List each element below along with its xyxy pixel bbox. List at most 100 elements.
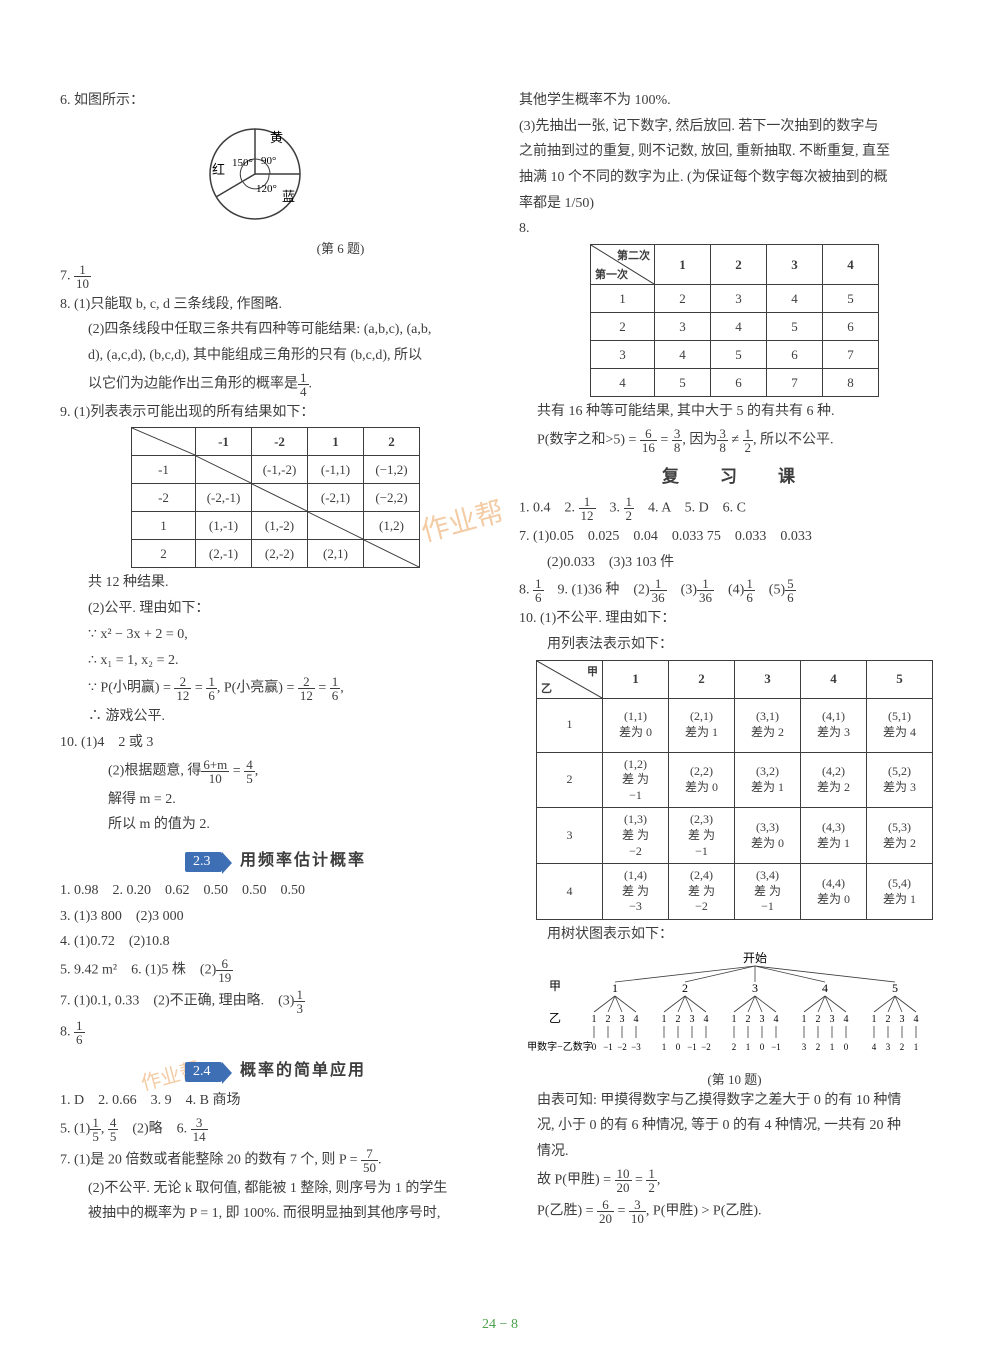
svg-text:150°: 150°	[232, 157, 253, 169]
svg-text:1: 1	[913, 1042, 918, 1052]
pie-label-yellow: 黄	[270, 130, 283, 145]
q9g: ∴ 游戏公平.	[60, 706, 491, 728]
svg-text:0: 0	[759, 1042, 764, 1052]
svg-text:−1: −1	[603, 1042, 613, 1052]
s23-7: 7. (1)0.1, 0.33 (2)不正确, 理由略. (3)13	[60, 988, 491, 1015]
table-q9: -1-212-1(-1,-2)(-1,1)(−1,2)-2(-2,-1)(-2,…	[131, 427, 420, 568]
tree-caption: (第 10 题)	[519, 1069, 950, 1088]
q9d: ∵ x² − 3x + 2 = 0,	[60, 624, 491, 646]
svg-text:4: 4	[843, 1014, 848, 1025]
q9f: ∵ P(小明赢) = 212 = 16, P(小亮赢) = 212 = 16,	[60, 675, 491, 702]
table-r10: 甲乙123451(1,1)差为 0(2,1)差为 1(3,1)差为 2(4,1)…	[536, 660, 933, 920]
section-title: 概率的简单应用	[240, 1056, 366, 1080]
svg-text:1: 1	[871, 1014, 876, 1025]
q6-text: 6. 如图所示：	[60, 90, 491, 112]
q9b: 共 12 种结果.	[60, 572, 491, 594]
left-column: 6. 如图所示： 黄 红 蓝 90° 150° 120° (第 6 题) 7. …	[60, 90, 491, 1229]
svg-text:120°: 120°	[256, 183, 277, 195]
pie-chart: 黄 红 蓝 90° 150° 120° (第 6 题)	[190, 116, 491, 257]
svg-text:0: 0	[843, 1042, 848, 1052]
svg-text:2: 2	[675, 1014, 680, 1025]
r-top1: 其他学生概率不为 100%.	[519, 90, 950, 112]
svg-text:3: 3	[829, 1014, 834, 1025]
r10h: P(乙胜) = 620 = 310, P(甲胜) > P(乙胜).	[519, 1198, 950, 1225]
page-number: 24 − 8	[482, 1317, 518, 1333]
r-top2: (3)先抽出一张, 记下数字, 然后放回. 若下一次抽到的数字与	[519, 116, 950, 138]
q8-2c: 以它们为边能作出三角形的概率是14.	[60, 371, 491, 398]
svg-text:−1: −1	[771, 1042, 781, 1052]
svg-text:5: 5	[892, 981, 898, 995]
review-header: 复 习 课	[519, 462, 950, 487]
rv7: 7. (1)0.05 0.025 0.04 0.033 75 0.033 0.0…	[519, 526, 950, 548]
svg-text:−2: −2	[701, 1042, 711, 1052]
svg-text:−3: −3	[631, 1042, 641, 1052]
svg-text:4: 4	[773, 1014, 778, 1025]
svg-text:3: 3	[899, 1014, 904, 1025]
rv7b: (2)0.033 (3)3 103 件	[519, 552, 950, 574]
r-top5: 率都是 1/50)	[519, 193, 950, 215]
s24-7: 7. (1)是 20 倍数或者能整除 20 的数有 7 个, 则 P = 750…	[60, 1147, 491, 1174]
svg-text:3: 3	[619, 1014, 624, 1025]
r-top3: 之前抽到过的重复, 则不记数, 放回, 重新抽取. 不断重复, 直至	[519, 141, 950, 163]
s24-7c: 被抽中的概率为 P = 1, 即 100%. 而很明显抽到其他序号时,	[60, 1203, 491, 1225]
svg-text:2: 2	[605, 1014, 610, 1025]
svg-text:3: 3	[885, 1042, 890, 1052]
svg-text:90°: 90°	[261, 155, 276, 167]
s24-5: 5. (1)15, 45 (2)略 6. 314	[60, 1116, 491, 1143]
r10a: 10. (1)不公平. 理由如下：	[519, 608, 950, 630]
svg-text:开始: 开始	[742, 952, 766, 965]
svg-text:2: 2	[899, 1042, 904, 1052]
svg-text:2: 2	[885, 1014, 890, 1025]
two-column-layout: 6. 如图所示： 黄 红 蓝 90° 150° 120° (第 6 题) 7. …	[60, 90, 950, 1229]
svg-text:1: 1	[745, 1042, 750, 1052]
r10c: 用树状图表示如下：	[519, 924, 950, 946]
svg-text:3: 3	[689, 1014, 694, 1025]
svg-text:2: 2	[815, 1014, 820, 1025]
s24-1: 1. D 2. 0.66 3. 9 4. B 商场	[60, 1090, 491, 1112]
section-badge: 2.4	[185, 1062, 223, 1082]
svg-text:1: 1	[661, 1042, 666, 1052]
svg-text:0: 0	[591, 1042, 596, 1052]
pie-svg: 黄 红 蓝 90° 150° 120°	[190, 116, 320, 236]
pie-label-blue: 蓝	[282, 189, 295, 204]
svg-text:2: 2	[745, 1014, 750, 1025]
s23-1: 1. 0.98 2. 0.20 0.62 0.50 0.50 0.50	[60, 880, 491, 902]
svg-text:甲数字−乙数字: 甲数字−乙数字	[527, 1040, 593, 1053]
svg-text:4: 4	[871, 1042, 876, 1052]
svg-text:3: 3	[801, 1042, 806, 1052]
svg-text:4: 4	[703, 1014, 708, 1025]
section-title: 用频率估计概率	[240, 846, 366, 870]
s23-5: 5. 9.42 m² 6. (1)5 株 (2)619	[60, 957, 491, 984]
q8-1: 8. (1)只能取 b, c, d 三条线段, 作图略.	[60, 294, 491, 316]
q10a: 10. (1)4 2 或 3	[60, 732, 491, 754]
svg-text:−1: −1	[687, 1042, 697, 1052]
q9-1: 9. (1)列表表示可能出现的所有结果如下：	[60, 402, 491, 424]
svg-text:1: 1	[591, 1014, 596, 1025]
section-2-4-header: 2.4 概率的简单应用	[60, 1056, 491, 1082]
svg-text:3: 3	[759, 1014, 764, 1025]
r8: 8.	[519, 218, 950, 240]
svg-text:4: 4	[633, 1014, 638, 1025]
svg-text:4: 4	[913, 1014, 918, 1025]
r8c: P(数字之和>5) = 616 = 38, 因为38 ≠ 12, 所以不公平.	[519, 427, 950, 454]
svg-text:甲: 甲	[548, 979, 560, 993]
pie-label-red: 红	[212, 162, 225, 177]
s23-8: 8. 16	[60, 1019, 491, 1046]
q10b: (2)根据题意, 得6+m10 = 45,	[60, 758, 491, 785]
pie-caption: (第 6 题)	[190, 238, 491, 257]
r8b: 共有 16 种等可能结果, 其中大于 5 的有共有 6 种.	[519, 401, 950, 423]
svg-text:1: 1	[829, 1042, 834, 1052]
r10g: 故 P(甲胜) = 1020 = 12,	[519, 1167, 950, 1194]
svg-text:乙: 乙	[548, 1011, 560, 1025]
q9c: (2)公平. 理由如下：	[60, 598, 491, 620]
section-badge: 2.3	[185, 852, 223, 872]
svg-text:−2: −2	[617, 1042, 627, 1052]
svg-text:1: 1	[731, 1014, 736, 1025]
r10f: 情况.	[519, 1141, 950, 1163]
svg-text:1: 1	[801, 1014, 806, 1025]
table-r8: 第二次第一次123412345234563456745678	[590, 244, 879, 397]
s23-3: 3. (1)3 800 (2)3 000	[60, 906, 491, 928]
q7: 7. 110	[60, 263, 491, 290]
s24-7b: (2)不公平. 无论 k 取何值, 都能被 1 整除, 则序号为 1 的学生	[60, 1178, 491, 1200]
r-top4: 抽满 10 个不同的数字为止. (为保证每个数字每次被抽到的概	[519, 167, 950, 189]
